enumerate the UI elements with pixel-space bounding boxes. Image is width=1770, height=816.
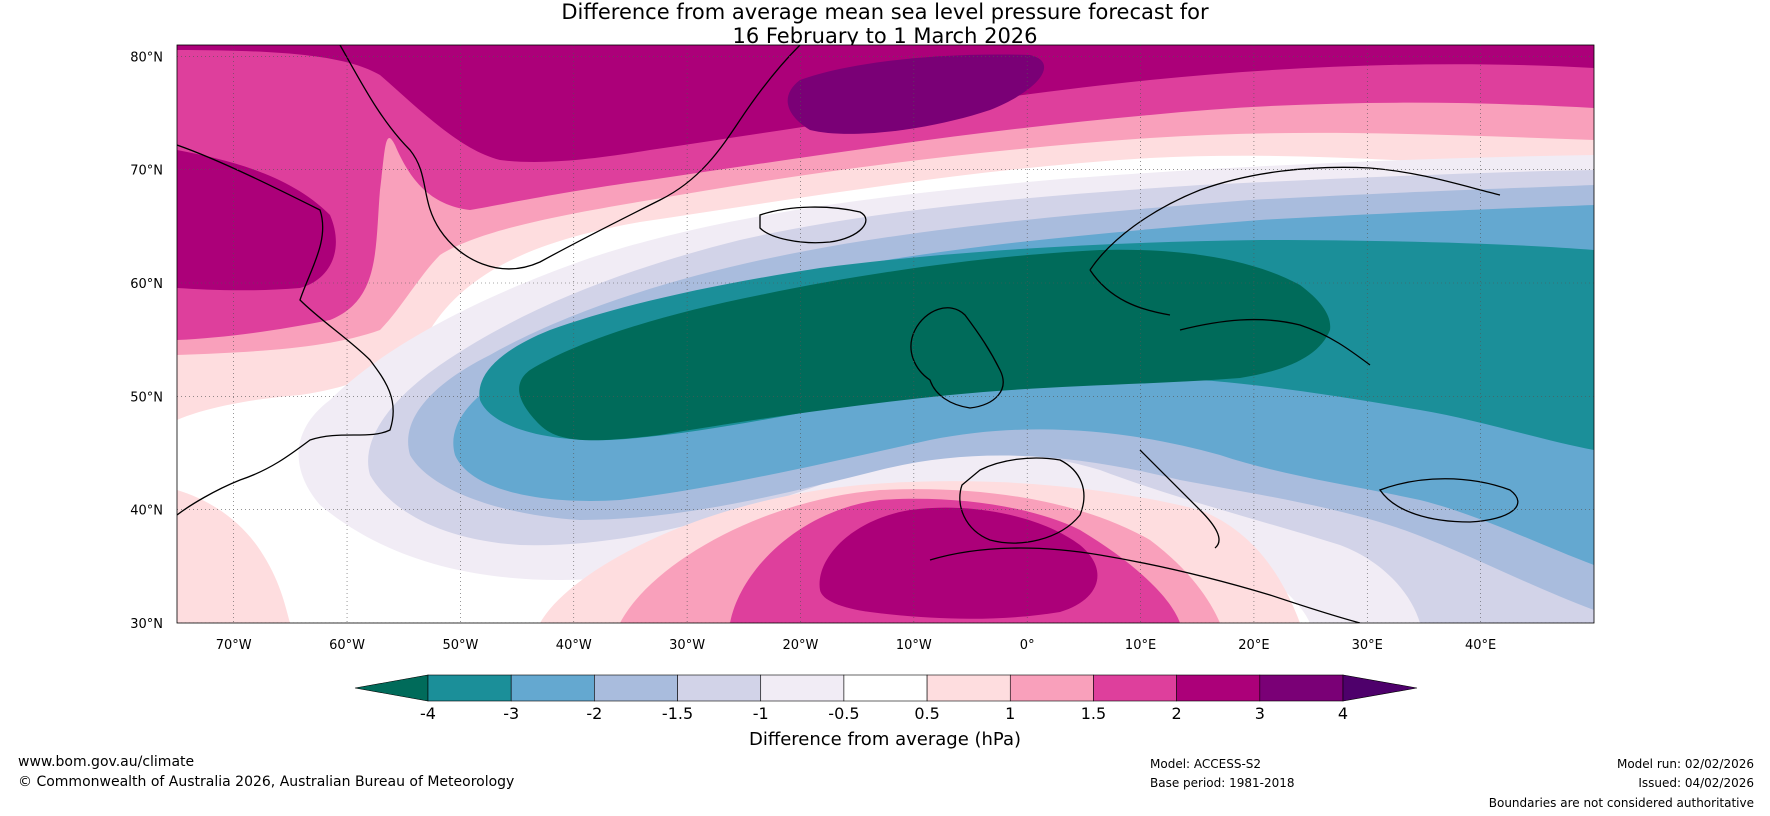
baltic-coast: [1179, 318, 1371, 366]
model-text: Model: ACCESS-S2: [1150, 757, 1262, 771]
pressure-anomaly-field: [177, 45, 1594, 623]
map-panel: [176, 44, 1595, 624]
longitude-label: 30°E: [1352, 638, 1383, 653]
iberia-coast: [959, 457, 1085, 544]
longitude-label: 10°W: [896, 638, 932, 653]
italy-coast: [1139, 449, 1220, 549]
title-line-2: 16 February to 1 March 2026: [732, 24, 1038, 48]
chart-title: Difference from average mean sea level p…: [0, 0, 1770, 48]
british-isles-coast: [910, 307, 1004, 409]
longitude-label: 20°W: [783, 638, 819, 653]
model-run-text: Model run: 02/02/2026: [1616, 757, 1754, 771]
latitude-label: 60°N: [130, 277, 163, 292]
contour-band-pos-2: [177, 45, 1594, 291]
colorbar-segment: [1009, 674, 1094, 702]
latitude-label: 30°N: [130, 617, 163, 632]
colorbar-tick-label: 3: [1255, 704, 1265, 723]
contour-band-pos-3: [787, 54, 1045, 134]
graticule: [177, 45, 1594, 623]
colorbar-tick-label: 0.5: [914, 704, 939, 723]
latitude-label: 50°N: [130, 390, 163, 405]
longitude-label: 40°E: [1465, 638, 1496, 653]
colorbar: -4 -3 -2 -1.5 -1 -0.5 0.5 1 1.5 2 3 4: [354, 674, 1418, 723]
longitude-label: 50°W: [442, 638, 478, 653]
longitude-label: 30°W: [669, 638, 705, 653]
colorbar-tick-label: -3: [503, 704, 519, 723]
longitude-label: 40°W: [556, 638, 592, 653]
colorbar-segment: [594, 674, 678, 702]
black-sea-coast: [1378, 478, 1519, 523]
colorbar-segment: [677, 674, 762, 702]
copyright-text: © Commonwealth of Australia 2026, Austra…: [18, 774, 515, 790]
colorbar-tick-label: -0.5: [828, 704, 859, 723]
colorbar-segment: [1176, 674, 1261, 702]
contour-band-neg-4: [519, 249, 1331, 441]
colorbar-extend-high: [1342, 674, 1418, 702]
iceland-coast: [759, 206, 867, 244]
longitude-label: 70°W: [216, 638, 252, 653]
colorbar-title: Difference from average (hPa): [749, 729, 1021, 750]
longitude-label: 60°W: [329, 638, 365, 653]
colorbar-tick-label: -2: [586, 704, 602, 723]
colorbar-segment: [760, 674, 845, 702]
website-link[interactable]: www.bom.gov.au/climate: [18, 754, 195, 770]
map-frame: [176, 44, 1595, 624]
longitude-label: 0°: [1020, 638, 1035, 653]
latitude-labels: 80°N 70°N 60°N 50°N 40°N 30°N: [130, 50, 163, 632]
contour-band-pos-2-south: [819, 507, 1098, 619]
colorbar-segment: [427, 674, 512, 702]
colorbar-segment: [926, 674, 1011, 702]
boundaries-disclaimer: Boundaries are not considered authoritat…: [1488, 796, 1754, 810]
contour-band-pos-0.5-west: [177, 490, 290, 623]
colorbar-tick-label: 4: [1338, 704, 1348, 723]
north-africa-coast: [929, 547, 1361, 623]
colorbar-segment: [843, 674, 928, 702]
latitude-label: 40°N: [130, 504, 163, 519]
issued-text: Issued: 04/02/2026: [1638, 776, 1754, 790]
colorbar-tick-label: 1.5: [1081, 704, 1106, 723]
longitude-labels: 70°W 60°W 50°W 40°W 30°W 20°W 10°W 0° 10°E 20°E 30…: [216, 638, 1497, 653]
colorbar-tick-label: -1.5: [662, 704, 693, 723]
colorbar-extend-low: [354, 674, 429, 702]
labrador-coast: [177, 144, 394, 516]
longitude-label: 10°E: [1125, 638, 1156, 653]
greenland-coast: [339, 45, 801, 270]
base-period-text: Base period: 1981-2018: [1150, 776, 1295, 790]
latitude-label: 70°N: [130, 164, 163, 179]
title-line-1: Difference from average mean sea level p…: [561, 0, 1209, 24]
colorbar-tick-label: 2: [1172, 704, 1182, 723]
scandinavia-coast: [1089, 166, 1501, 316]
colorbar-tick-label: -4: [420, 704, 436, 723]
colorbar-tick-label: 1: [1005, 704, 1015, 723]
latitude-label: 80°N: [130, 50, 163, 65]
longitude-label: 20°E: [1238, 638, 1269, 653]
colorbar-segment: [510, 674, 595, 702]
colorbar-tick-label: -1: [753, 704, 769, 723]
coastlines: [177, 45, 1519, 623]
colorbar-segment: [1259, 674, 1344, 702]
colorbar-segment: [1093, 674, 1177, 702]
